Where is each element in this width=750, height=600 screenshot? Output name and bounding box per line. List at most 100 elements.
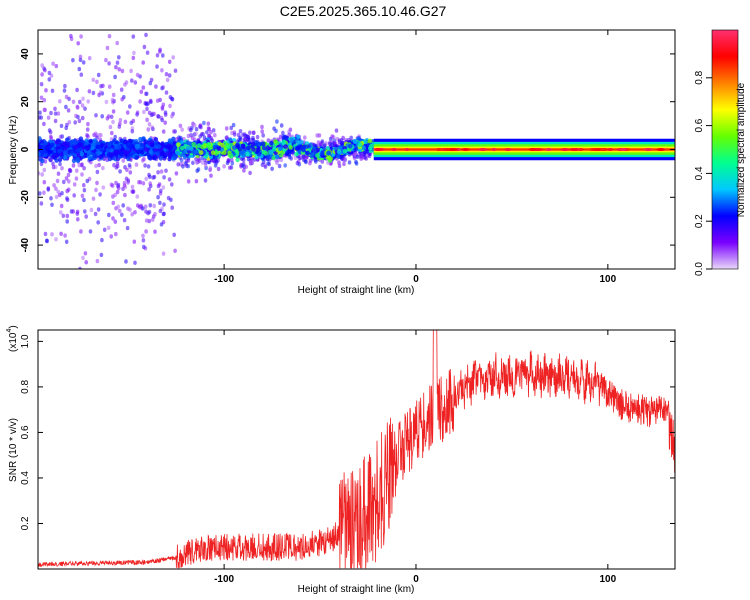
spectrogram-cell bbox=[283, 144, 288, 150]
spectrogram-cell bbox=[188, 128, 193, 133]
spectrogram-cell bbox=[59, 210, 63, 215]
spectrogram-cell bbox=[84, 214, 88, 219]
spectrogram-cell bbox=[38, 151, 41, 157]
spectrogram-cell bbox=[158, 155, 164, 161]
spectrogram-cell bbox=[320, 139, 325, 144]
spectrogram-cell bbox=[96, 72, 101, 78]
spectrogram-cell bbox=[361, 145, 367, 151]
spectrogram-cell bbox=[141, 206, 145, 211]
spectrogram-cell bbox=[295, 146, 300, 151]
spectrogram-cell bbox=[342, 148, 348, 154]
spectrogram-cell bbox=[209, 173, 213, 178]
spectrogram-cell bbox=[160, 117, 164, 123]
spectrogram-peak bbox=[656, 148, 665, 151]
spectrogram-cell bbox=[97, 92, 101, 98]
spectrogram-cell bbox=[208, 166, 213, 171]
spectrogram-cell bbox=[52, 183, 56, 188]
spectrogram-peak bbox=[374, 148, 381, 151]
snr-y-scale-exponent: 4 bbox=[6, 329, 13, 333]
spectrogram-cell bbox=[123, 139, 128, 145]
colorbar-tick-label: 0.0 bbox=[694, 262, 705, 276]
spectrogram-panel: -100 0 100 -40 -20 0 20 40 Height of straight l… bbox=[8, 24, 676, 296]
spectrogram-cell bbox=[213, 163, 218, 168]
spectrogram-cell bbox=[123, 154, 128, 160]
spectrogram-cell bbox=[304, 159, 308, 165]
spectrogram-cell bbox=[119, 151, 124, 157]
spectrogram-cell bbox=[75, 87, 79, 93]
x-tick-label: 0 bbox=[413, 574, 419, 585]
spectrogram-cell bbox=[64, 239, 69, 244]
spectrogram-cell bbox=[160, 105, 165, 110]
spectrogram-cell bbox=[79, 72, 84, 77]
spectrogram-cell bbox=[146, 211, 150, 216]
spectrogram-cell bbox=[149, 139, 154, 145]
x-tick-label: 0 bbox=[413, 274, 419, 285]
spectrogram-cell bbox=[229, 165, 234, 170]
spectrogram-cell bbox=[92, 138, 97, 144]
spectrogram-cell bbox=[163, 112, 168, 117]
spectrogram-cell bbox=[85, 127, 90, 132]
spectrogram-cell bbox=[83, 106, 87, 111]
spectrogram-cell bbox=[79, 229, 83, 234]
spectrogram-cell bbox=[128, 170, 133, 175]
spectrogram-cell bbox=[203, 163, 208, 168]
spectrogram-cell bbox=[76, 41, 80, 46]
spectrogram-cell bbox=[71, 58, 75, 63]
y-tick-label: 0.2 bbox=[20, 516, 31, 530]
spectrogram-cell bbox=[51, 161, 55, 166]
spectrogram-cell bbox=[194, 127, 199, 132]
spectrogram-cell bbox=[55, 139, 60, 145]
spectrogram-cell bbox=[122, 180, 127, 186]
spectrogram-cell bbox=[150, 125, 154, 130]
spectrogram-cell bbox=[191, 160, 195, 165]
spectrogram-cell bbox=[95, 169, 100, 175]
spectrogram-cell bbox=[367, 138, 372, 144]
spectrogram-cell bbox=[116, 186, 121, 191]
snr-ticks: -100 0 100 0.2 0.4 0.6 0.8 1.0 bbox=[20, 330, 675, 585]
spectrogram-cell bbox=[176, 142, 181, 148]
spectrogram-cell bbox=[115, 40, 119, 46]
y-tick-label: 0.4 bbox=[20, 471, 31, 485]
spectrogram-cell bbox=[159, 222, 164, 227]
spectrogram-cell bbox=[100, 114, 104, 119]
spectrogram-cell bbox=[113, 134, 117, 140]
spectrogram-cell bbox=[46, 186, 51, 191]
spectrogram-cell bbox=[231, 122, 236, 128]
spectrogram-cell bbox=[40, 72, 44, 77]
spectrogram-cell bbox=[220, 142, 225, 148]
spectrogram-cell bbox=[327, 155, 332, 161]
spectrogram-cell bbox=[111, 216, 115, 221]
snr-frame bbox=[37, 329, 676, 570]
spectrogram-cell bbox=[142, 44, 147, 50]
spectrogram-cell bbox=[40, 24, 44, 28]
spectrogram-cell bbox=[78, 57, 83, 63]
spectrogram-cell bbox=[79, 142, 84, 148]
spectrogram-cell bbox=[232, 132, 237, 137]
spectrogram-cell bbox=[80, 103, 85, 108]
spectrogram-cell bbox=[368, 146, 373, 151]
spectrogram-cell bbox=[194, 157, 198, 162]
spectrogram-cell bbox=[359, 153, 364, 159]
spectrogram-cell bbox=[113, 74, 117, 80]
spectrogram-cell bbox=[191, 141, 196, 147]
spectrogram-cell bbox=[53, 118, 58, 124]
spectrogram-cell bbox=[94, 187, 98, 193]
spectrogram-cell bbox=[158, 208, 163, 214]
spectrogram-cell bbox=[148, 181, 152, 186]
spectrogram-cell bbox=[39, 201, 44, 206]
spectrogram-cell bbox=[229, 125, 233, 131]
spectrogram-cell bbox=[161, 185, 166, 190]
spectrogram-cell bbox=[81, 60, 86, 65]
spectrogram-cell bbox=[124, 80, 129, 85]
spectrogram-cell bbox=[65, 196, 69, 201]
spectrogram-cell bbox=[65, 219, 69, 224]
spectrogram-cell bbox=[362, 152, 367, 157]
spectrogram-cell bbox=[352, 139, 358, 144]
spectrogram-cell bbox=[101, 83, 105, 89]
spectrogram-cell bbox=[110, 183, 115, 188]
spectrogram-cell bbox=[113, 145, 118, 151]
spectrogram-cell bbox=[279, 123, 284, 128]
spectrogram-cell bbox=[71, 99, 76, 105]
spectrogram-cell bbox=[136, 149, 141, 155]
spectrogram-cell bbox=[39, 95, 44, 100]
